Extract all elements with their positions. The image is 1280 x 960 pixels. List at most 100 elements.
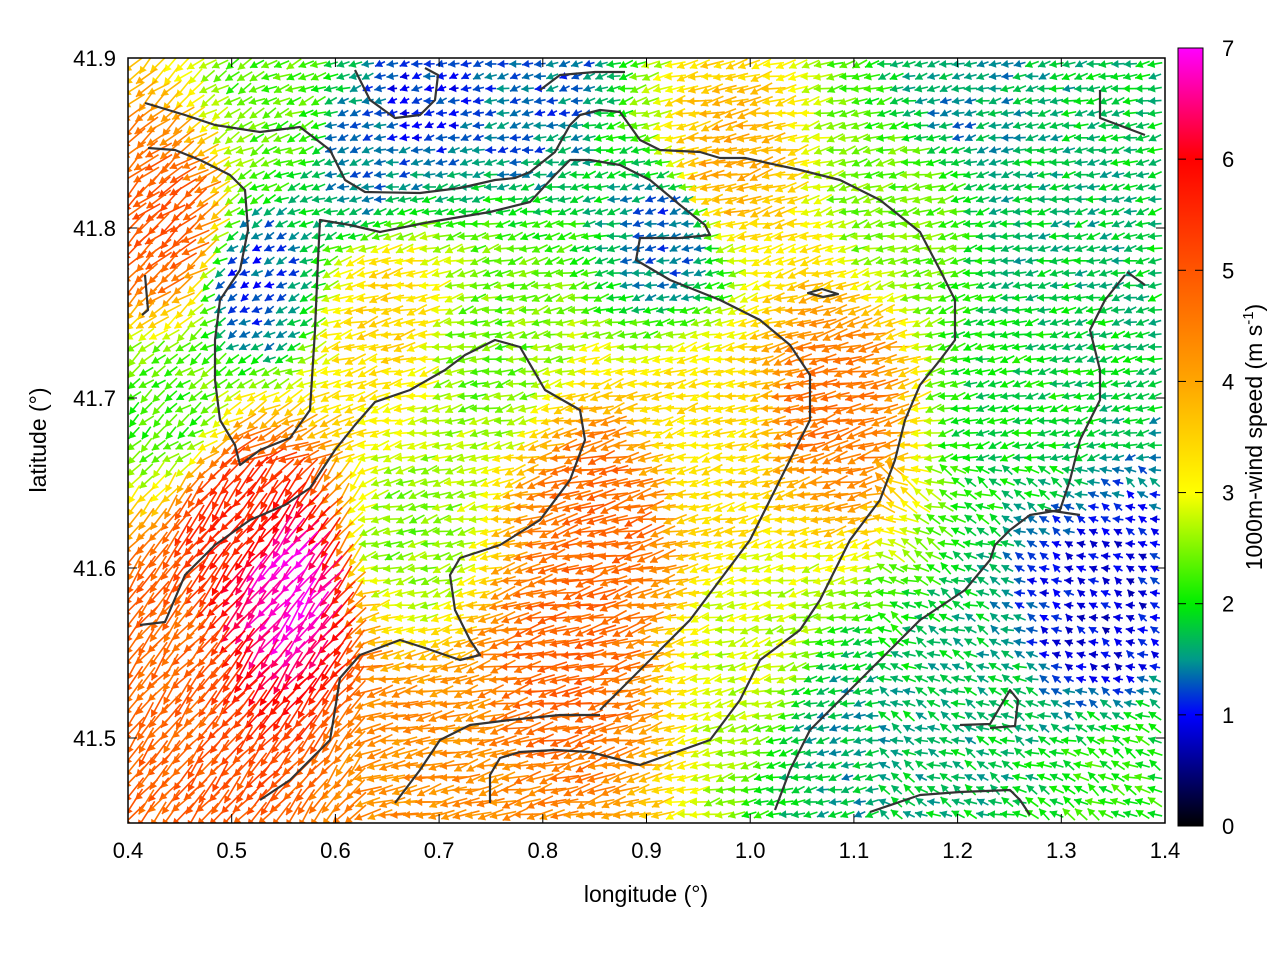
wind-arrow [557, 170, 572, 179]
wind-arrow [594, 171, 609, 179]
wind-arrow [801, 95, 820, 106]
wind-arrow [926, 134, 941, 142]
wind-arrow [939, 84, 953, 93]
wind-arrow [938, 158, 953, 167]
wind-arrow [617, 84, 635, 93]
wind-arrow [497, 133, 509, 142]
wind-arrow [901, 121, 917, 130]
wind-arrow [1098, 109, 1113, 117]
wind-arrow [826, 60, 844, 69]
wind-arrow [963, 158, 978, 167]
wind-arrow [606, 84, 621, 93]
wind-arrow [653, 85, 673, 94]
wind-arrow [630, 146, 646, 155]
wind-arrow [713, 73, 736, 81]
wind-arrow [653, 109, 673, 118]
wind-arrow [459, 158, 473, 166]
wind-arrow [641, 122, 660, 131]
wind-arrow [924, 171, 943, 179]
wind-arrow [545, 59, 559, 68]
wind-arrow [423, 108, 435, 117]
wind-arrow [411, 84, 423, 92]
wind-arrow [1098, 60, 1113, 68]
wind-arrow [876, 133, 893, 142]
wind-arrow [863, 157, 881, 167]
wind-arrow [606, 72, 621, 81]
wind-arrow [1037, 60, 1051, 68]
wind-arrow [876, 84, 893, 93]
wind-arrow [1049, 84, 1064, 93]
wind-arrow [424, 120, 434, 129]
wind-arrow [211, 106, 229, 121]
wind-arrow [711, 158, 738, 167]
wind-arrow [436, 84, 447, 92]
wind-arrow [485, 108, 497, 117]
wind-arrow [484, 72, 497, 81]
wind-arrow [261, 132, 278, 143]
wind-arrow [286, 58, 302, 70]
wind-arrow [851, 121, 869, 130]
wind-arrow [533, 170, 547, 179]
wind-arrow [875, 121, 893, 130]
wind-arrow [751, 58, 772, 70]
wind-arrow [323, 84, 338, 93]
wind-arrow [938, 121, 953, 130]
wind-arrow [496, 121, 510, 130]
wind-arrow [1038, 72, 1051, 80]
wind-arrow [813, 109, 832, 118]
wind-arrow [851, 72, 868, 81]
wind-arrow [701, 119, 724, 132]
wind-arrow [225, 82, 239, 95]
wind-arrow [594, 84, 609, 93]
wind-arrow [851, 145, 868, 155]
wind-arrow [925, 158, 942, 167]
wind-arrow [938, 146, 953, 154]
wind-arrow [483, 170, 498, 179]
wind-arrow [1012, 158, 1027, 167]
wind-arrow [877, 60, 892, 69]
wind-arrow [963, 72, 977, 81]
wind-arrow [725, 58, 748, 70]
wind-arrow [135, 79, 158, 98]
wind-arrow [460, 109, 472, 117]
wind-arrow [839, 72, 856, 81]
wind-arrow [1135, 109, 1150, 118]
wind-arrow [1012, 84, 1027, 93]
wind-arrow [298, 85, 315, 93]
wind-arrow [399, 96, 410, 104]
wind-arrow [653, 60, 672, 69]
wind-arrow [1110, 133, 1126, 142]
wind-arrow [436, 121, 447, 129]
wind-arrow [618, 158, 634, 167]
wind-arrow [128, 58, 144, 71]
wind-arrow [145, 142, 173, 158]
wind-arrow [914, 84, 929, 93]
wind-arrow [1012, 72, 1027, 81]
wind-arrow [813, 60, 832, 69]
wind-arrow [1135, 158, 1150, 167]
wind-arrow [619, 146, 633, 155]
wind-arrow [582, 72, 596, 81]
wind-arrow [652, 120, 673, 131]
wind-arrow [801, 120, 820, 131]
wind-arrow [534, 108, 546, 117]
wind-arrow [617, 121, 635, 130]
wind-arrow [1074, 146, 1088, 154]
wind-arrow [1147, 84, 1162, 93]
wind-arrow [875, 158, 893, 167]
wind-arrow [361, 121, 374, 130]
wind-arrow [851, 84, 869, 93]
wind-arrow [545, 134, 559, 142]
wind-arrow [939, 96, 952, 105]
wind-arrow [888, 170, 905, 179]
wind-arrow [889, 72, 904, 81]
wind-arrow [1122, 109, 1138, 118]
wind-arrow [1025, 72, 1039, 81]
wind-arrow [712, 108, 737, 119]
wind-arrow [801, 132, 820, 143]
wind-arrow [1147, 60, 1163, 69]
wind-arrow [1087, 158, 1100, 166]
wind-arrow [951, 72, 965, 80]
wind-arrow [199, 83, 217, 94]
wind-arrow [641, 60, 661, 69]
